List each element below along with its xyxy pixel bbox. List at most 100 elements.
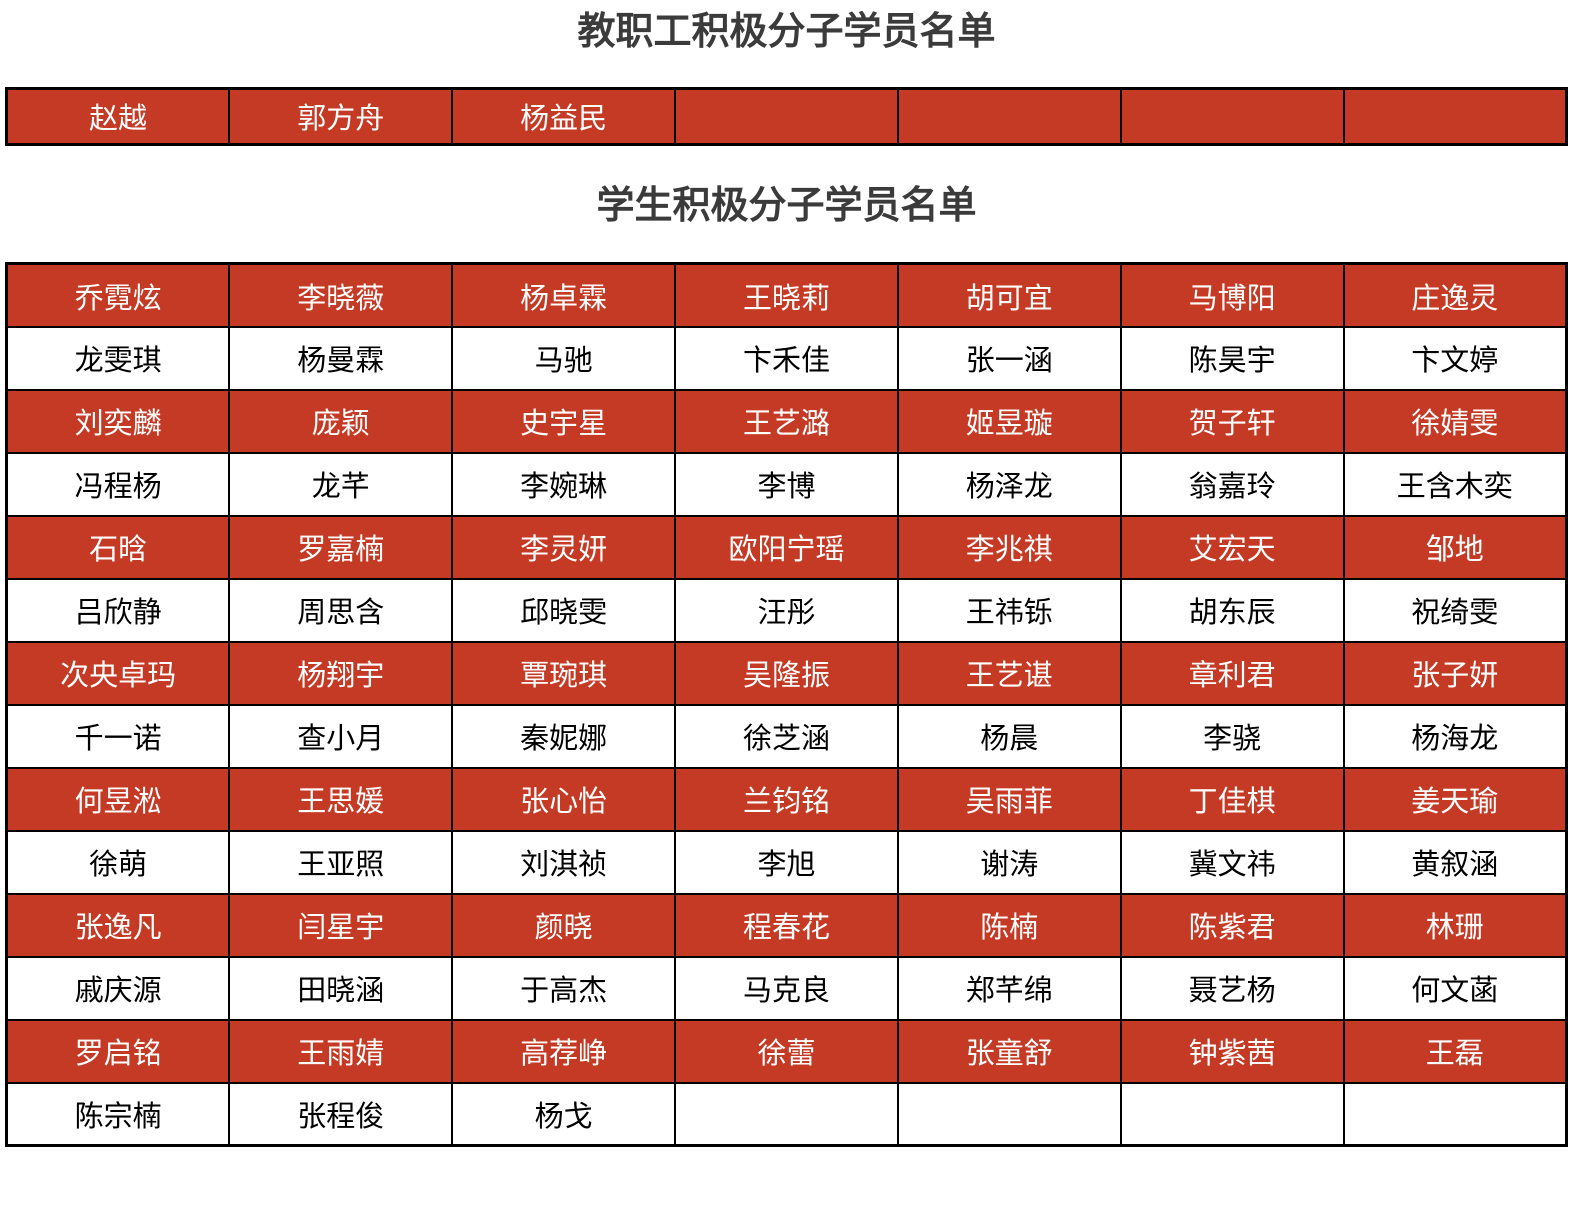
student-name-cell: 徐婧雯	[1342, 388, 1568, 454]
student-name-cell: 王晓莉	[674, 262, 899, 328]
student-name-cell: 石晗	[5, 514, 231, 580]
student-name-cell: 卞禾佳	[674, 325, 899, 391]
faculty-name-cell	[896, 87, 1122, 146]
student-name-cell: 吴雨菲	[896, 766, 1122, 832]
table-row: 千一诺 查小月 秦妮娜 徐芝涵 杨晨 李骁 杨海龙	[5, 703, 1568, 769]
student-name-cell: 徐蕾	[674, 1018, 899, 1084]
student-name-cell	[674, 1081, 899, 1147]
student-name-cell: 卞文婷	[1342, 325, 1568, 391]
student-name-cell: 祝绮雯	[1342, 577, 1568, 643]
student-name-cell: 何文菡	[1342, 955, 1568, 1021]
student-name-cell: 何昱淞	[5, 766, 231, 832]
student-name-cell: 李兆祺	[896, 514, 1122, 580]
faculty-list-title: 教职工积极分子学员名单	[577, 9, 996, 53]
student-name-cell: 汪彤	[674, 577, 899, 643]
student-name-cell: 冀文祎	[1119, 829, 1345, 895]
student-name-cell: 于高杰	[451, 955, 677, 1021]
student-name-cell: 黄叙涵	[1342, 829, 1568, 895]
table-row: 刘奕麟 庞颖 史宇星 王艺潞 姬昱璇 贺子轩 徐婧雯	[5, 388, 1568, 454]
student-name-cell: 马克良	[674, 955, 899, 1021]
student-name-cell: 杨晨	[896, 703, 1122, 769]
student-name-cell: 李晓薇	[228, 262, 454, 328]
student-name-cell: 刘淇祯	[451, 829, 677, 895]
student-name-cell: 杨戈	[451, 1081, 677, 1147]
student-name-cell: 姬昱璇	[896, 388, 1122, 454]
student-name-cell: 刘奕麟	[5, 388, 231, 454]
student-name-cell: 李婉琳	[451, 451, 677, 517]
student-name-cell: 乔霓炫	[5, 262, 231, 328]
student-name-cell: 聂艺杨	[1119, 955, 1345, 1021]
student-name-cell: 马博阳	[1119, 262, 1345, 328]
student-name-cell	[1119, 1081, 1345, 1147]
student-name-cell: 周思含	[228, 577, 454, 643]
table-row: 乔霓炫 李晓薇 杨卓霖 王晓莉 胡可宜 马博阳 庄逸灵	[5, 262, 1568, 328]
student-name-cell: 张心怡	[451, 766, 677, 832]
student-name-cell: 陈楠	[896, 892, 1122, 958]
student-name-cell: 钟紫茜	[1119, 1018, 1345, 1084]
student-name-cell: 谢涛	[896, 829, 1122, 895]
table-row: 次央卓玛 杨翔宇 覃琬琪 吴隆振 王艺谌 章利君 张子妍	[5, 640, 1568, 706]
student-name-cell: 章利君	[1119, 640, 1345, 706]
student-name-cell: 庞颖	[228, 388, 454, 454]
student-name-cell: 史宇星	[451, 388, 677, 454]
faculty-name-table: 赵越 郭方舟 杨益民	[5, 86, 1568, 146]
student-name-cell: 邱晓雯	[451, 577, 677, 643]
student-name-cell: 姜天瑜	[1342, 766, 1568, 832]
student-name-cell: 张逸凡	[5, 892, 231, 958]
student-name-cell: 罗启铭	[5, 1018, 231, 1084]
student-name-cell: 杨海龙	[1342, 703, 1568, 769]
student-name-cell: 欧阳宁瑶	[674, 514, 899, 580]
student-name-cell: 杨曼霖	[228, 325, 454, 391]
student-name-cell: 林珊	[1342, 892, 1568, 958]
student-name-cell	[896, 1081, 1122, 1147]
student-name-cell: 胡可宜	[896, 262, 1122, 328]
student-name-cell: 翁嘉玲	[1119, 451, 1345, 517]
student-name-cell: 冯程杨	[5, 451, 231, 517]
student-name-cell: 颜晓	[451, 892, 677, 958]
table-row: 龙雯琪 杨曼霖 马驰 卞禾佳 张一涵 陈昊宇 卞文婷	[5, 325, 1568, 391]
student-name-cell: 庄逸灵	[1342, 262, 1568, 328]
student-name-cell: 张一涵	[896, 325, 1122, 391]
student-name-cell: 徐芝涵	[674, 703, 899, 769]
student-name-cell: 贺子轩	[1119, 388, 1345, 454]
student-name-cell: 覃琬琪	[451, 640, 677, 706]
student-name-table: 乔霓炫 李晓薇 杨卓霖 王晓莉 胡可宜 马博阳 庄逸灵 龙雯琪 杨曼霖 马驰 卞禾佳 张一涵 陈昊宇 卞文…	[5, 262, 1568, 1148]
student-name-cell: 王雨婧	[228, 1018, 454, 1084]
faculty-name-cell	[674, 87, 899, 146]
table-row: 张逸凡 闫星宇 颜晓 程春花 陈楠 陈紫君 林珊	[5, 892, 1568, 958]
table-row: 徐萌 王亚照 刘淇祯 李旭 谢涛 冀文祎 黄叙涵	[5, 829, 1568, 895]
student-name-cell: 丁佳棋	[1119, 766, 1345, 832]
student-name-cell: 戚庆源	[5, 955, 231, 1021]
student-name-cell: 陈宗楠	[5, 1081, 231, 1147]
student-name-cell: 陈紫君	[1119, 892, 1345, 958]
student-name-cell: 龙雯琪	[5, 325, 231, 391]
student-name-cell: 王艺潞	[674, 388, 899, 454]
student-name-cell: 艾宏天	[1119, 514, 1345, 580]
student-name-cell: 罗嘉楠	[228, 514, 454, 580]
student-name-cell: 兰钧铭	[674, 766, 899, 832]
student-name-cell: 徐萌	[5, 829, 231, 895]
student-name-cell: 王磊	[1342, 1018, 1568, 1084]
student-name-cell: 闫星宇	[228, 892, 454, 958]
student-name-cell: 王思媛	[228, 766, 454, 832]
table-row: 罗启铭 王雨婧 高荐峥 徐蕾 张童舒 钟紫茜 王磊	[5, 1018, 1568, 1084]
student-name-cell: 胡东辰	[1119, 577, 1345, 643]
student-name-cell: 郑芊绵	[896, 955, 1122, 1021]
student-name-cell: 查小月	[228, 703, 454, 769]
student-name-cell: 田晓涵	[228, 955, 454, 1021]
student-name-cell: 陈昊宇	[1119, 325, 1345, 391]
student-name-cell: 杨泽龙	[896, 451, 1122, 517]
student-name-cell: 秦妮娜	[451, 703, 677, 769]
student-name-cell: 王祎铄	[896, 577, 1122, 643]
student-name-cell: 吴隆振	[674, 640, 899, 706]
student-name-cell: 马驰	[451, 325, 677, 391]
student-name-cell: 李骁	[1119, 703, 1345, 769]
faculty-name-cell: 赵越	[5, 87, 231, 146]
faculty-name-cell	[1342, 87, 1568, 146]
table-row: 何昱淞 王思媛 张心怡 兰钧铭 吴雨菲 丁佳棋 姜天瑜	[5, 766, 1568, 832]
student-name-cell: 李灵妍	[451, 514, 677, 580]
faculty-name-cell: 郭方舟	[228, 87, 454, 146]
student-name-cell: 王亚照	[228, 829, 454, 895]
faculty-name-cell	[1119, 87, 1345, 146]
student-name-cell: 李博	[674, 451, 899, 517]
